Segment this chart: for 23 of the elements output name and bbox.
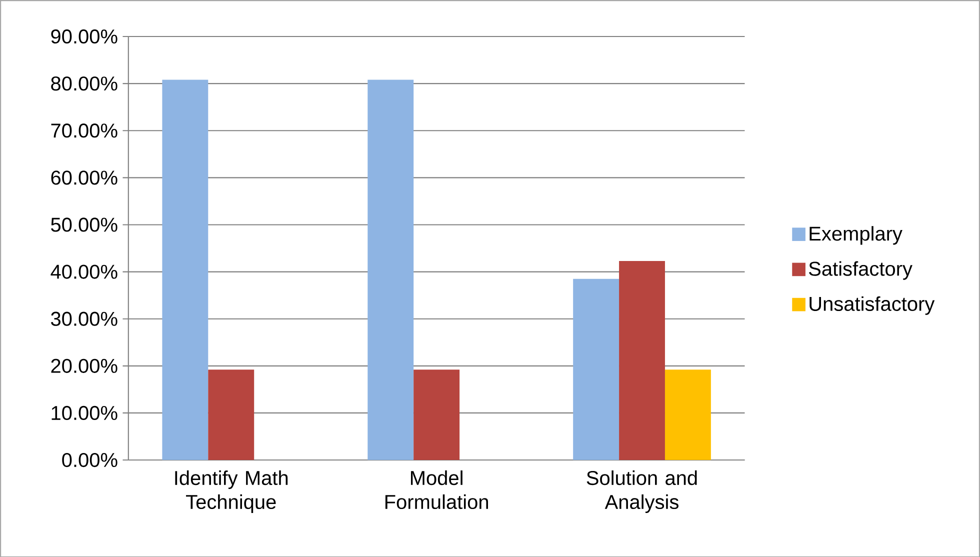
y-tick-label: 20.00% <box>51 358 118 373</box>
x-tick-label: Model Formulation <box>385 470 488 509</box>
bar <box>162 80 208 460</box>
y-tick-label: 90.00% <box>51 29 118 44</box>
bar <box>664 369 711 460</box>
legend-label: Unsatisfactory <box>810 296 935 315</box>
y-tick-label: 80.00% <box>51 76 118 90</box>
legend-label: Exemplary <box>810 226 902 244</box>
bar <box>414 369 460 460</box>
y-tick-label: 40.00% <box>50 264 118 279</box>
x-tick-label: Solution and Analysis <box>586 470 697 513</box>
bar <box>573 278 620 460</box>
x-tick-label: Identify Math Technique <box>175 470 288 513</box>
y-tick-label: 50.00% <box>51 217 118 232</box>
y-tick-label: 0.00% <box>62 452 118 467</box>
y-tick-label: 30.00% <box>51 312 118 326</box>
y-tick-label: 70.00% <box>51 123 118 138</box>
legend-label: Satisfactory <box>809 260 912 280</box>
bar <box>368 80 414 460</box>
bar <box>619 260 665 460</box>
bar <box>208 369 254 460</box>
y-tick-label: 10.00% <box>52 406 118 420</box>
y-tick-label: 60.00% <box>51 170 118 185</box>
